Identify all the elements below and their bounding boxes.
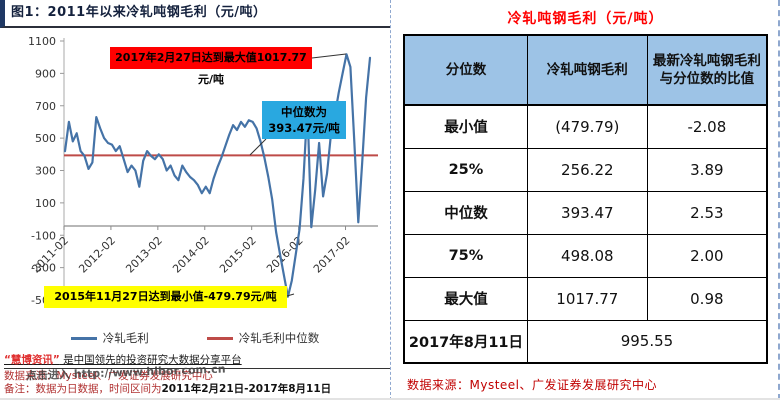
row-ratio-value: 0.98 <box>646 276 768 321</box>
hibor-brand-line: “慧博资讯” 是中国领先的投资研究大数据分享平台 <box>4 354 390 369</box>
x-tick-label: 2014-02 <box>170 234 212 276</box>
quantile-table: 分位数 冷轧吨钢毛利 最新冷轧吨钢毛利 与分位数的比值 最小值 (479.79) -… <box>403 34 768 364</box>
min-annotation-connector <box>286 293 295 297</box>
legend-label-median: 冷轧毛利中位数 <box>238 331 320 345</box>
figure-title: 图1：2011年以来冷轧吨钢毛利（元/吨） <box>0 0 390 28</box>
row-label: 中位数 <box>403 190 528 235</box>
chart-panel: 图1：2011年以来冷轧吨钢毛利（元/吨） 1100 900 700 500 300 10… <box>0 0 390 396</box>
header-profit: 冷轧吨钢毛利 <box>526 34 648 106</box>
row-ratio-value: 2.53 <box>646 190 768 235</box>
note-prefix: 备注：数据为日数据，时间区间为 <box>4 383 162 395</box>
blue-line-swatch <box>70 336 97 340</box>
row-profit-value: 498.08 <box>526 233 648 278</box>
y-tick-label: 300 <box>35 165 56 178</box>
header-ratio: 最新冷轧吨钢毛利 与分位数的比值 <box>646 34 768 106</box>
x-tick-label: 2016-02 <box>264 234 306 276</box>
x-tick-label: 2017-02 <box>311 234 353 276</box>
median-annotation-line1: 中位数为 <box>281 105 327 119</box>
note-line: 备注：数据为日数据，时间区间为2011年2月21日-2017年8月11日 <box>4 383 390 396</box>
row-label: 25% <box>403 147 528 192</box>
y-tick-label: 700 <box>35 100 56 113</box>
y-tick-label: 1100 <box>28 35 56 48</box>
data-source-line: 数据来源：Mysteel、广发证券发展研究中心 <box>4 370 213 382</box>
table-row: 最小值 (479.79) -2.08 <box>403 104 768 149</box>
median-annotation-connector <box>249 138 267 156</box>
legend-item-median: 冷轧毛利中位数 <box>206 330 320 346</box>
legend-label-profit: 冷轧毛利 <box>102 331 149 345</box>
legend-item-profit: 冷轧毛利 <box>70 330 149 346</box>
chart-legend: 冷轧毛利 冷轧毛利中位数 <box>0 328 390 348</box>
latest-value: 995.55 <box>526 319 768 364</box>
note-date-range: 2011年2月21日-2017年8月11日 <box>161 383 332 395</box>
median-annotation-line2: 393.47元/吨 <box>268 121 340 135</box>
row-label: 最小值 <box>403 104 528 149</box>
table-header-row: 分位数 冷轧吨钢毛利 最新冷轧吨钢毛利 与分位数的比值 <box>403 34 768 106</box>
table-row: 最大值 1017.77 0.98 <box>403 276 768 321</box>
row-label: 最大值 <box>403 276 528 321</box>
table-row: 25% 256.22 3.89 <box>403 147 768 192</box>
hibor-brand-tagline: 是中国领先的投资研究大数据分享平台 <box>59 354 242 366</box>
y-tick-label: 900 <box>35 67 56 80</box>
profit-series-line <box>63 53 372 298</box>
row-profit-value: (479.79) <box>526 104 648 149</box>
x-tick-label: 2013-02 <box>123 234 165 276</box>
latest-date-label: 2017年8月11日 <box>403 319 528 364</box>
row-profit-value: 393.47 <box>526 190 648 235</box>
y-tick-label: 100 <box>35 197 56 210</box>
median-value-annotation: 中位数为 393.47元/吨 <box>262 101 346 139</box>
table-row: 中位数 393.47 2.53 <box>403 190 768 235</box>
table-row: 75% 498.08 2.00 <box>403 233 768 278</box>
row-profit-value: 1017.77 <box>526 276 648 321</box>
row-ratio-value: 2.00 <box>646 233 768 278</box>
quantile-table-panel: 冷轧吨钢毛利（元/吨） 分位数 冷轧吨钢毛利 最新冷轧吨钢毛利 与分位数的比值 … <box>390 0 780 398</box>
max-value-annotation: 2017年2月27日达到最大值1017.77元/吨 <box>110 47 312 86</box>
y-tick-label: -300 <box>31 262 56 275</box>
table-source-line: 数据来源：Mysteel、广发证券发展研究中心 <box>407 378 658 392</box>
row-ratio-value: 3.89 <box>646 147 768 192</box>
table-title: 冷轧吨钢毛利（元/吨） <box>507 11 664 27</box>
y-tick-label: -100 <box>31 229 56 242</box>
line-chart: 1100900700500300100-100-300-5002011-0220… <box>0 28 390 328</box>
x-tick-label: 2015-02 <box>217 234 259 276</box>
header-quantile: 分位数 <box>403 34 528 106</box>
row-profit-value: 256.22 <box>526 147 648 192</box>
y-tick-label: 500 <box>35 132 56 145</box>
red-line-swatch <box>206 336 233 340</box>
x-tick-label: 2012-02 <box>76 234 118 276</box>
max-annotation-connector <box>311 53 347 59</box>
table-row-latest: 2017年8月11日 995.55 <box>403 319 768 364</box>
row-ratio-value: -2.08 <box>646 104 768 149</box>
min-value-annotation: 2015年11月27日达到最小值-479.79元/吨 <box>44 286 287 308</box>
hibor-brand-name[interactable]: “慧博资讯” <box>4 354 60 366</box>
row-label: 75% <box>403 233 528 278</box>
chart-footer: “慧博资讯” 是中国领先的投资研究大数据分享平台 数据来源：Mysteel、广发… <box>0 354 390 396</box>
